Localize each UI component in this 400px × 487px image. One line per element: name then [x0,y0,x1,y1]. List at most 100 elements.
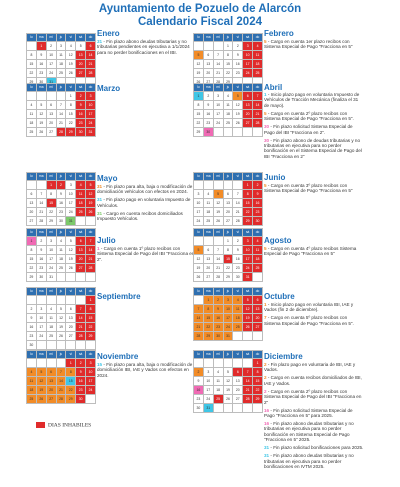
day-cell: 8 [26,245,37,255]
day-cell: 7 [252,91,263,101]
day-cell: 16 [212,313,224,323]
day-cell: 21 [85,59,96,69]
holiday-swatch [36,422,45,428]
day-cell: 24 [45,68,57,78]
note-text: - Inicio plazo pago en voluntaria Impues… [264,92,360,108]
day-cell: 2 [232,236,244,246]
weekday-header: sá [75,172,87,181]
day-cell: 18 [55,254,67,264]
day-cell: 23 [212,322,224,332]
day-cell [35,358,47,368]
calendar-noviembre: lu ma mi ju vi sá do 1 2 3 4 5 6 7 8 9 10 11 12 13 14 15 16 17 1… [26,350,96,404]
weekday-header: mi [45,172,57,181]
day-cell: 6 [26,189,37,199]
weekday-header: sá [75,33,87,42]
note-text: - Cargo en cuenta recibos domiciliados I… [97,210,183,222]
day-cell: 25 [55,263,67,273]
weekday-header: mi [212,83,224,92]
day-cell: 23 [75,118,87,128]
day-cell: 23 [202,118,214,128]
day-cell [252,127,263,137]
day-cell: 8 [26,50,37,60]
day-cell: 30 [55,216,67,226]
day-cell: 21 [212,263,224,273]
day-cell: 31 [45,272,57,282]
day-cell: 12 [35,376,47,386]
note-text: - Cargo en cuenta 3º plazo recibos con S… [264,183,353,194]
weekday-header: ju [55,33,67,42]
day-cell: 1 [222,236,234,246]
weekday-header: do [85,33,96,42]
day-cell: 17 [35,322,47,332]
day-cell: 20 [45,118,57,128]
note-item: 30 - Fin plazo solicitud Sistema Especia… [264,124,364,135]
day-cell: 16 [26,322,37,332]
day-cell: 22 [45,207,57,217]
day-cell: 16 [75,109,87,119]
day-cell: 12 [55,313,67,323]
day-cell [232,331,244,341]
day-cell: 30 [75,127,87,137]
weekday-header: ju [222,83,234,92]
day-cell: 22 [222,68,234,78]
day-cell [232,180,244,190]
weekday-header: mi [45,350,57,359]
day-cell: 18 [26,118,37,128]
day-cell: 18 [252,59,263,69]
day-cell: 11 [252,245,263,255]
notes-agosto: 5 - Cargo en cuenta 4º plazo recibos Sis… [264,246,364,259]
day-cell: 23 [252,207,263,217]
day-cell: 6 [45,367,57,377]
day-cell: 16 [232,59,244,69]
day-cell: 26 [65,68,77,78]
weekday-header: do [252,287,263,296]
month-title-septiembre: Septiembre [97,292,141,301]
day-cell: 26 [212,216,224,226]
day-cell: 25 [232,322,244,332]
day-cell: 1 [35,41,47,51]
day-cell: 18 [212,385,224,395]
month-grid: lu ma mi ju vi sá do 1 2 3 4 5 6 7 8 9 10 11 12 13 14 15 16 17 1… [26,228,96,282]
day-cell: 6 [202,50,214,60]
weekday-header: ma [202,33,214,42]
day-cell: 30 [212,331,224,341]
day-cell: 6 [202,245,214,255]
day-cell: 28 [193,331,204,341]
day-cell: 24 [85,385,96,395]
weekday-header: do [252,350,263,359]
day-cell: 17 [45,59,57,69]
weekday-header: ma [202,83,214,92]
calendar-mayo: lu ma mi ju vi sá do 1 2 3 4 5 6 7 8 9 10 11 12 13 14 15 16 17 1… [26,172,96,226]
day-cell: 6 [45,100,57,110]
day-cell: 1 [193,91,204,101]
day-cell [212,127,224,137]
weekday-header: ju [55,350,67,359]
day-cell: 28 [242,394,254,404]
day-cell: 8 [242,189,254,199]
day-cell: 26 [55,331,67,341]
day-cell: 19 [242,313,254,323]
day-cell [212,236,224,246]
day-cell: 23 [26,331,37,341]
month-title-julio: Julio [97,236,116,245]
day-cell: 13 [202,254,214,264]
day-cell: 1 [65,358,77,368]
day-cell: 21 [252,109,263,119]
day-cell: 27 [242,118,254,128]
day-cell: 7 [232,189,244,199]
day-cell: 10 [45,50,57,60]
note-item: 31 - Fin plazo solicitud bonificaciones … [264,445,364,450]
weekday-header: ma [35,228,47,237]
note-text: - Fin plazo abono deudas tributarias y n… [264,453,354,470]
day-cell: 24 [212,118,224,128]
day-cell: 4 [232,295,244,305]
day-cell: 22 [65,118,77,128]
day-cell: 24 [202,394,214,404]
day-cell: 14 [242,376,254,386]
day-cell: 2 [26,304,37,314]
day-cell: 1 [252,358,263,368]
day-cell: 23 [193,394,204,404]
day-cell: 12 [85,189,96,199]
day-cell: 14 [35,198,47,208]
day-cell: 3 [85,91,96,101]
